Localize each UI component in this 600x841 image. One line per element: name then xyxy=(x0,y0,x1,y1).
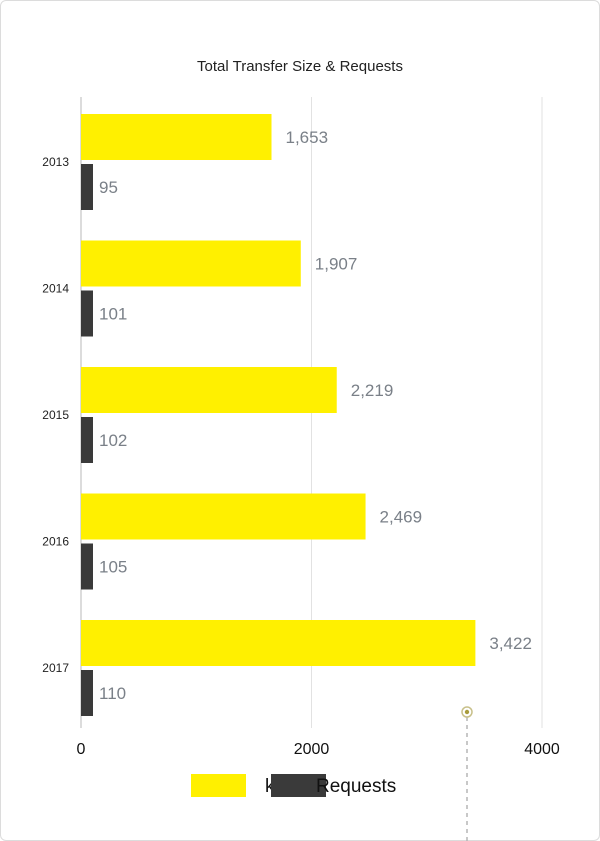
data-label-kb: 3,422 xyxy=(489,634,532,653)
data-label-requests: 105 xyxy=(99,558,127,577)
bar-kb xyxy=(81,367,337,413)
y-tick-label: 2014 xyxy=(42,282,69,296)
data-label-kb: 2,219 xyxy=(351,381,394,400)
legend-swatch xyxy=(191,774,246,797)
bar-requests xyxy=(81,164,93,210)
bar-kb xyxy=(81,240,301,287)
bar-requests xyxy=(81,417,93,463)
chart-title: Total Transfer Size & Requests xyxy=(197,58,403,75)
bar-kb xyxy=(81,620,476,666)
x-tick-label: 0 xyxy=(77,741,86,758)
x-axis-labels: 0 2000 4000 xyxy=(77,741,560,758)
data-label-kb: 2,469 xyxy=(380,508,423,527)
y-tick-label: 2016 xyxy=(42,535,69,549)
data-label-requests: 95 xyxy=(99,178,118,197)
bar-requests xyxy=(81,543,93,590)
y-tick-label: 2013 xyxy=(42,155,69,169)
bars: 1,653 95 1,907 101 2,219 102 2,469 105 3,422 110 xyxy=(81,114,532,716)
data-label-requests: 101 xyxy=(99,305,127,324)
bar-requests xyxy=(81,670,93,716)
legend-swatch xyxy=(271,774,326,797)
bar-kb xyxy=(81,114,272,160)
data-label-kb: 1,907 xyxy=(315,255,358,274)
legend-item-requests: Requests xyxy=(271,774,396,797)
x-tick-label: 4000 xyxy=(524,741,560,758)
data-label-kb: 1,653 xyxy=(286,128,329,147)
data-label-requests: 110 xyxy=(99,684,126,703)
x-tick-label: 2000 xyxy=(294,741,330,758)
bar-kb xyxy=(81,493,366,540)
y-axis-labels: 2013 2014 2015 2016 2017 xyxy=(42,155,69,675)
cursor-dot-inner xyxy=(464,709,470,715)
legend-label: Requests xyxy=(316,776,396,797)
y-tick-label: 2017 xyxy=(42,661,69,675)
bar-requests xyxy=(81,290,93,337)
y-tick-label: 2015 xyxy=(42,408,69,422)
data-label-requests: 102 xyxy=(99,431,127,450)
legend: kBRequests xyxy=(191,774,396,797)
cursor-marker xyxy=(461,706,473,841)
